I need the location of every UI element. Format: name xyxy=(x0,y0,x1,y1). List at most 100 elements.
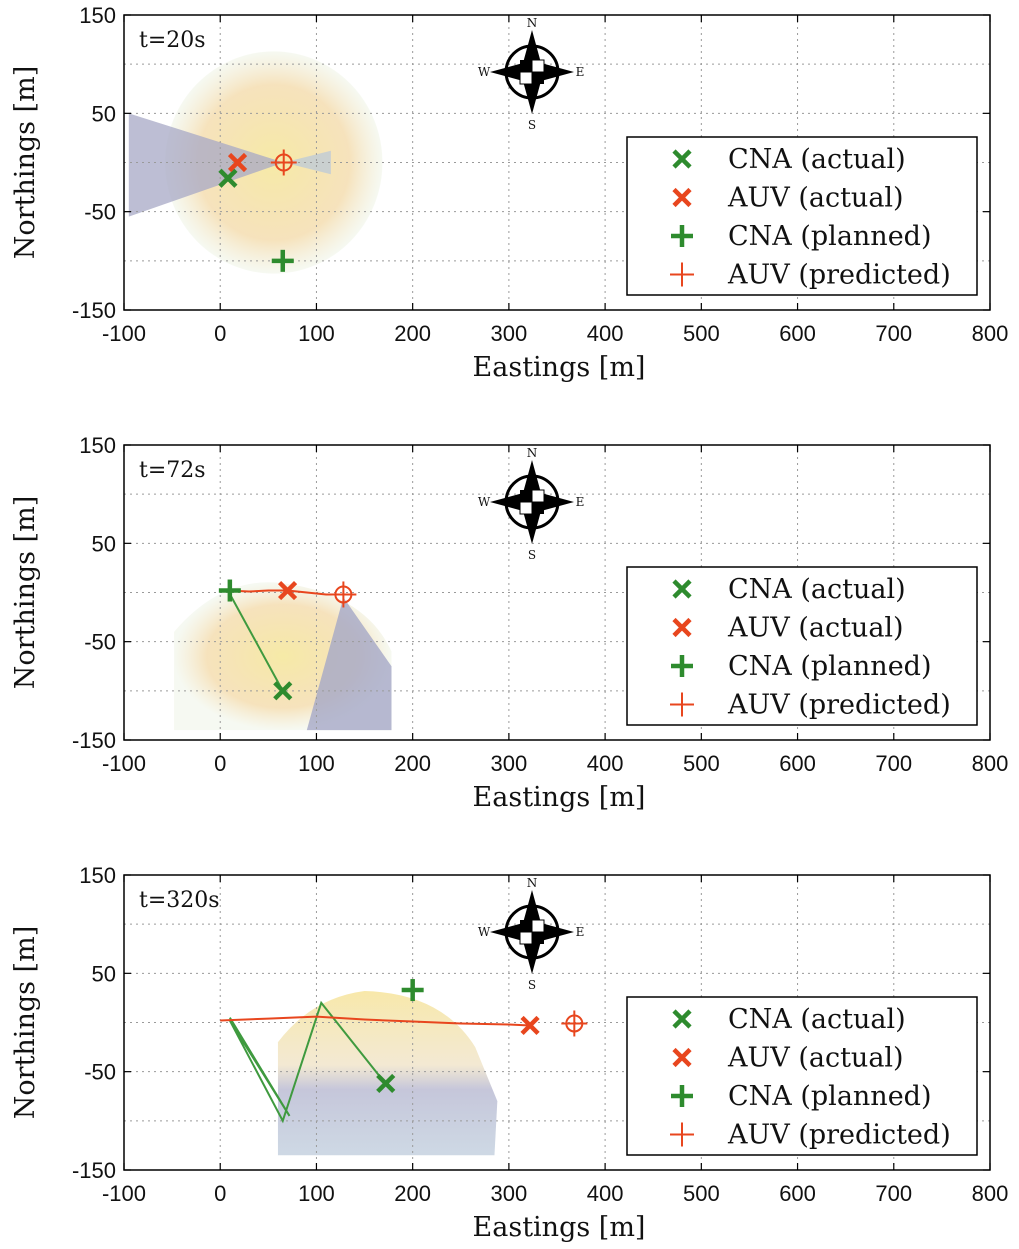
x-tick-label: 500 xyxy=(683,751,720,776)
compass-label-s: S xyxy=(528,978,536,992)
x-tick-label: 700 xyxy=(875,321,912,346)
legend-item: AUV (actual) xyxy=(672,613,904,644)
auv-predicted-ring xyxy=(334,585,353,604)
cna-track-line xyxy=(228,1000,385,1124)
compass-center-q3 xyxy=(519,71,533,85)
x-tick-label: 500 xyxy=(683,321,720,346)
y-tick-label: -50 xyxy=(84,200,116,225)
y-tick-label: -50 xyxy=(84,1060,116,1085)
y-tick-label: 150 xyxy=(79,863,116,888)
auv-actual-marker xyxy=(520,1015,540,1036)
cna-planned-marker xyxy=(271,249,294,272)
legend-marker-x-icon-stroke-b xyxy=(672,579,692,599)
compass-label-n: N xyxy=(527,876,538,890)
compass-center-q2 xyxy=(531,59,545,73)
belief-region xyxy=(277,991,498,1156)
compass-label-w: W xyxy=(478,925,491,939)
plot-panel-1: -100 0 100 200 300 400 500 600 700 800 150 50 -50 -15… xyxy=(10,3,1008,383)
x-tick-label: 800 xyxy=(972,321,1009,346)
x-tick-label: -100 xyxy=(102,1181,146,1206)
legend-marker-x-icon xyxy=(672,579,692,599)
compass-point-w xyxy=(490,63,523,81)
compass-center-q1 xyxy=(520,60,532,72)
belief-cool-wedge-2 xyxy=(283,150,331,175)
plot-frame xyxy=(123,14,991,311)
compass-label-s: S xyxy=(528,118,536,132)
x-tick-label: 100 xyxy=(298,1181,335,1206)
cna-planned-marker xyxy=(218,579,241,602)
legend-label: AUV (predicted) xyxy=(727,260,951,291)
x-tick-label: -100 xyxy=(102,321,146,346)
legend-item: AUV (predicted) xyxy=(670,260,951,291)
cna-actual-marker-stroke-b xyxy=(273,681,293,701)
compass-point-s xyxy=(523,511,541,544)
compass-label-e: E xyxy=(576,925,585,939)
legend-marker-plus-icon xyxy=(670,692,694,717)
legend-item: AUV (actual) xyxy=(672,1043,904,1074)
compass-label-w: W xyxy=(478,495,491,509)
legend-marker-x-icon xyxy=(672,617,692,638)
compass-point-w xyxy=(490,923,523,941)
x-tick-label: 400 xyxy=(587,321,624,346)
cna-actual-marker xyxy=(273,681,293,701)
x-axis-label: Eastings [m] xyxy=(473,352,646,383)
legend-item: CNA (planned) xyxy=(671,1081,932,1112)
belief-region xyxy=(174,582,392,731)
legend-label: AUV (actual) xyxy=(727,613,904,644)
x-tick-label: 100 xyxy=(298,751,335,776)
y-tick-label: -150 xyxy=(72,728,116,753)
y-tick-label: 50 xyxy=(92,531,116,556)
legend-marker-x-icon-stroke-b xyxy=(672,1047,692,1068)
compass-point-n xyxy=(523,890,541,923)
auv-predicted-ring xyxy=(565,1014,584,1033)
x-tick-label: 0 xyxy=(214,321,226,346)
cna-planned-marker xyxy=(401,979,424,1002)
compass-rose-icon: N S E W xyxy=(478,16,585,132)
auv-predicted-ring xyxy=(274,153,293,172)
legend: CNA (actual) AUV (actual) CNA (planned) AUV… xyxy=(626,566,978,726)
y-axis-label: Northings [m] xyxy=(10,496,41,689)
x-tick-label: 300 xyxy=(491,751,528,776)
legend-marker-x-icon xyxy=(672,187,692,208)
compass-point-n xyxy=(523,460,541,493)
x-tick-label: 600 xyxy=(779,751,816,776)
compass-center-q4 xyxy=(532,502,544,514)
x-tick-label: 500 xyxy=(683,1181,720,1206)
compass-label-n: N xyxy=(527,446,538,460)
x-tick-label: -100 xyxy=(102,751,146,776)
legend-marker-plus-icon xyxy=(671,225,693,247)
y-tick-label: 50 xyxy=(92,961,116,986)
legend-item: CNA (actual) xyxy=(672,574,906,605)
legend-marker-x-icon xyxy=(672,149,692,169)
auv-predicted-marker xyxy=(561,1010,588,1037)
compass-point-w xyxy=(490,493,523,511)
x-tick-label: 700 xyxy=(875,751,912,776)
compass-center-q1 xyxy=(520,490,532,502)
plot-frame xyxy=(123,444,991,741)
plot-frame xyxy=(123,874,991,1171)
legend-label: AUV (actual) xyxy=(727,1043,904,1074)
compass-point-e xyxy=(541,493,574,511)
legend-item: AUV (predicted) xyxy=(670,690,951,721)
x-tick-label: 100 xyxy=(298,321,335,346)
compass-point-s xyxy=(523,941,541,974)
compass-point-n xyxy=(523,30,541,63)
y-axis-label: Northings [m] xyxy=(10,926,41,1119)
legend-label: AUV (predicted) xyxy=(727,690,951,721)
compass-rose-icon: N S E W xyxy=(478,446,585,562)
compass-center-q2 xyxy=(531,919,545,933)
y-tick-label: -150 xyxy=(72,1158,116,1183)
legend-label: CNA (actual) xyxy=(728,144,906,175)
x-tick-label: 700 xyxy=(875,1181,912,1206)
legend-marker-plus-icon xyxy=(670,1122,694,1147)
x-tick-label: 600 xyxy=(779,1181,816,1206)
legend-item: CNA (actual) xyxy=(672,1004,906,1035)
legend: CNA (actual) AUV (actual) CNA (planned) AUV… xyxy=(626,996,978,1156)
auv-actual-marker xyxy=(227,152,248,173)
belief-cool-wedge xyxy=(128,113,284,217)
y-axis-label: Northings [m] xyxy=(10,66,41,259)
x-tick-label: 200 xyxy=(394,1181,431,1206)
x-axis-label: Eastings [m] xyxy=(473,1212,646,1243)
legend-item: CNA (planned) xyxy=(671,651,932,682)
